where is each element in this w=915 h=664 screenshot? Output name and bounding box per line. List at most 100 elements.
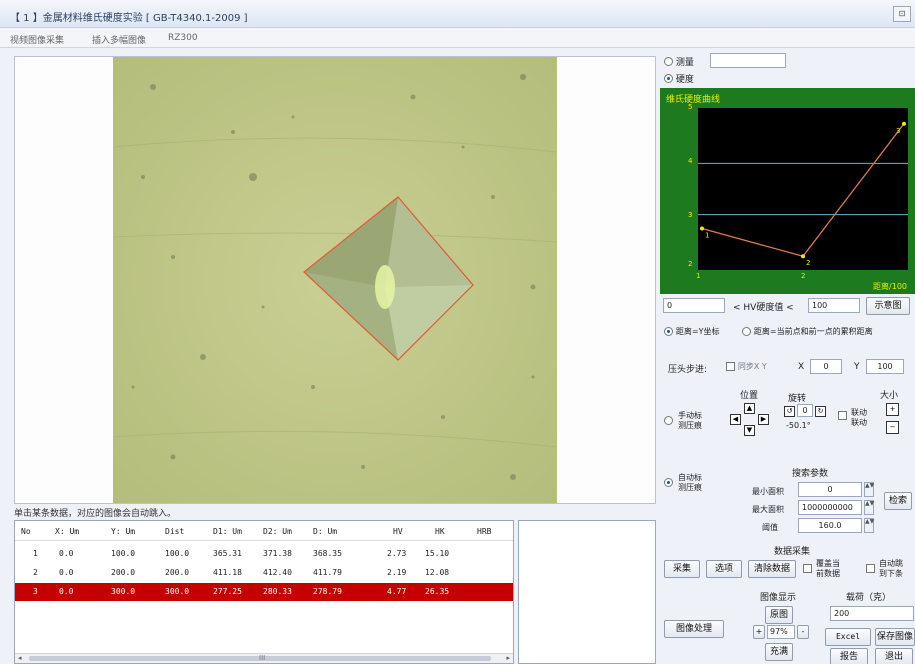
cell-d: 368.35: [313, 549, 342, 558]
sync-xy-checkbox[interactable]: [726, 362, 735, 371]
move-down-icon[interactable]: ▼: [744, 425, 755, 436]
auto-jump-label: 自动跳 到下条: [879, 559, 903, 578]
sync-xy[interactable]: 同步X Y: [726, 361, 767, 372]
min-area-field[interactable]: 0: [798, 482, 862, 497]
mode-hardness[interactable]: 硬度: [664, 72, 694, 85]
cell-y: 300.0: [111, 587, 136, 596]
hv-max-field[interactable]: 100: [808, 298, 860, 313]
link-label: 联动 联动: [851, 408, 867, 427]
cell-hk: 12.08: [425, 568, 450, 577]
col-dist[interactable]: Dist: [165, 527, 185, 536]
rotate-step-field[interactable]: 0: [797, 404, 813, 417]
link-move[interactable]: [838, 411, 847, 421]
table-row[interactable]: 1 0.0 100.0 100.0 365.31 371.38 368.35 2…: [15, 545, 513, 563]
zoom-in-button[interactable]: +: [753, 625, 765, 639]
cell-d1: 411.18: [213, 568, 242, 577]
size-increase-icon[interactable]: +: [886, 403, 899, 416]
threshold-field[interactable]: 160.0: [798, 518, 862, 533]
rotate-cw-icon[interactable]: ↻: [815, 406, 826, 417]
zoom-out-button[interactable]: -: [797, 625, 809, 639]
cell-y: 100.0: [111, 549, 136, 558]
table-row-selected[interactable]: 3 0.0 300.0 300.0 277.25 280.33 278.79 4…: [15, 583, 513, 601]
col-hk[interactable]: HK: [435, 527, 445, 536]
scroll-left-icon[interactable]: ◂: [18, 654, 22, 662]
load-select[interactable]: 200: [830, 606, 914, 621]
exit-button[interactable]: 退出: [875, 648, 913, 664]
step-x-field[interactable]: 0: [810, 359, 842, 374]
menu-video-capture[interactable]: 视频图像采集: [10, 36, 65, 46]
col-hrb[interactable]: HRB: [477, 527, 492, 536]
col-d2[interactable]: D2: Um: [263, 527, 292, 536]
col-d[interactable]: D: Um: [313, 527, 338, 536]
report-button[interactable]: 报告: [830, 648, 868, 664]
measure-value-field[interactable]: [710, 53, 786, 68]
save-image-button[interactable]: 保存图像: [875, 628, 915, 646]
series-line: [701, 123, 905, 257]
image-process-button[interactable]: 图像处理: [664, 620, 724, 638]
distance-mode-cumulative[interactable]: 距离=当前点和前一点的累积距离: [742, 326, 873, 337]
fill-button[interactable]: 充满: [765, 643, 793, 661]
load-label: 载荷（克）: [846, 593, 892, 603]
overwrite-option[interactable]: [803, 564, 812, 574]
overwrite-checkbox[interactable]: [803, 564, 812, 573]
move-right-icon[interactable]: ▶: [758, 414, 769, 425]
menu-rz300[interactable]: RZ300: [168, 33, 198, 43]
mode-measure[interactable]: 测量: [664, 55, 694, 68]
distance-cumulative-radio[interactable]: [742, 327, 751, 336]
hardness-radio[interactable]: [664, 74, 673, 83]
menu-bar: 视频图像采集 插入多幅图像 RZ300: [0, 28, 915, 48]
hv-min-field[interactable]: 0: [663, 298, 725, 313]
max-area-spinner[interactable]: ▲▼: [864, 500, 874, 515]
cell-x: 0.0: [59, 549, 74, 558]
move-up-icon[interactable]: ▲: [744, 403, 755, 414]
scroll-right-icon[interactable]: ▸: [506, 654, 510, 662]
window-button[interactable]: ⊡: [893, 6, 911, 22]
min-area-spinner[interactable]: ▲▼: [864, 482, 874, 497]
notes-box[interactable]: [518, 520, 656, 664]
size-label: 大小: [880, 391, 899, 401]
excel-button[interactable]: Excel: [825, 628, 871, 646]
horizontal-scrollbar[interactable]: ◂ III ▸: [15, 653, 513, 663]
original-image-button[interactable]: 原图: [765, 606, 793, 624]
image-display-label: 图像显示: [760, 593, 797, 603]
measure-radio[interactable]: [664, 57, 673, 66]
image-viewer[interactable]: [14, 56, 656, 504]
col-hv[interactable]: HV: [393, 527, 403, 536]
zoom-level[interactable]: 97%: [767, 625, 795, 639]
rotate-label: 旋转: [788, 394, 807, 404]
auto-mode[interactable]: [664, 478, 673, 488]
max-area-field[interactable]: 1000000000: [798, 500, 862, 515]
auto-jump-checkbox[interactable]: [866, 564, 875, 573]
manual-radio[interactable]: [664, 416, 673, 425]
scroll-thumb[interactable]: [29, 656, 491, 661]
col-y[interactable]: Y: Um: [111, 527, 136, 536]
indenter-step-label: 压头步进:: [668, 365, 708, 375]
diagram-button[interactable]: 示意图: [866, 297, 910, 315]
auto-label: 自动标 测压痕: [678, 473, 702, 492]
rotate-ccw-icon[interactable]: ↺: [784, 406, 795, 417]
measure-label: 测量: [675, 58, 694, 68]
collect-button[interactable]: 采集: [664, 560, 700, 578]
size-decrease-icon[interactable]: −: [886, 421, 899, 434]
search-button[interactable]: 检索: [884, 492, 912, 510]
auto-jump-option[interactable]: [866, 564, 875, 574]
distance-mode-y[interactable]: 距离=Y坐标: [664, 326, 719, 337]
col-d1[interactable]: D1: Um: [213, 527, 242, 536]
table-row[interactable]: 2 0.0 200.0 200.0 411.18 412.40 411.79 2…: [15, 564, 513, 582]
y-tick-label: 3: [688, 211, 693, 219]
col-no[interactable]: No: [21, 527, 31, 536]
menu-insert-images[interactable]: 插入多幅图像: [92, 36, 147, 46]
clear-data-button[interactable]: 清除数据: [748, 560, 796, 578]
move-left-icon[interactable]: ◀: [730, 414, 741, 425]
cell-hv: 2.73: [387, 549, 407, 558]
step-y-field[interactable]: 100: [866, 359, 904, 374]
manual-mode[interactable]: [664, 416, 673, 426]
distance-y-radio[interactable]: [664, 327, 673, 336]
auto-radio[interactable]: [664, 478, 673, 487]
threshold-spinner[interactable]: ▲▼: [864, 518, 874, 533]
link-checkbox[interactable]: [838, 411, 847, 420]
options-button[interactable]: 选项: [706, 560, 742, 578]
data-table[interactable]: No X: Um Y: Um Dist D1: Um D2: Um D: Um …: [14, 520, 514, 664]
microscope-image[interactable]: [113, 57, 557, 503]
col-x[interactable]: X: Um: [55, 527, 80, 536]
